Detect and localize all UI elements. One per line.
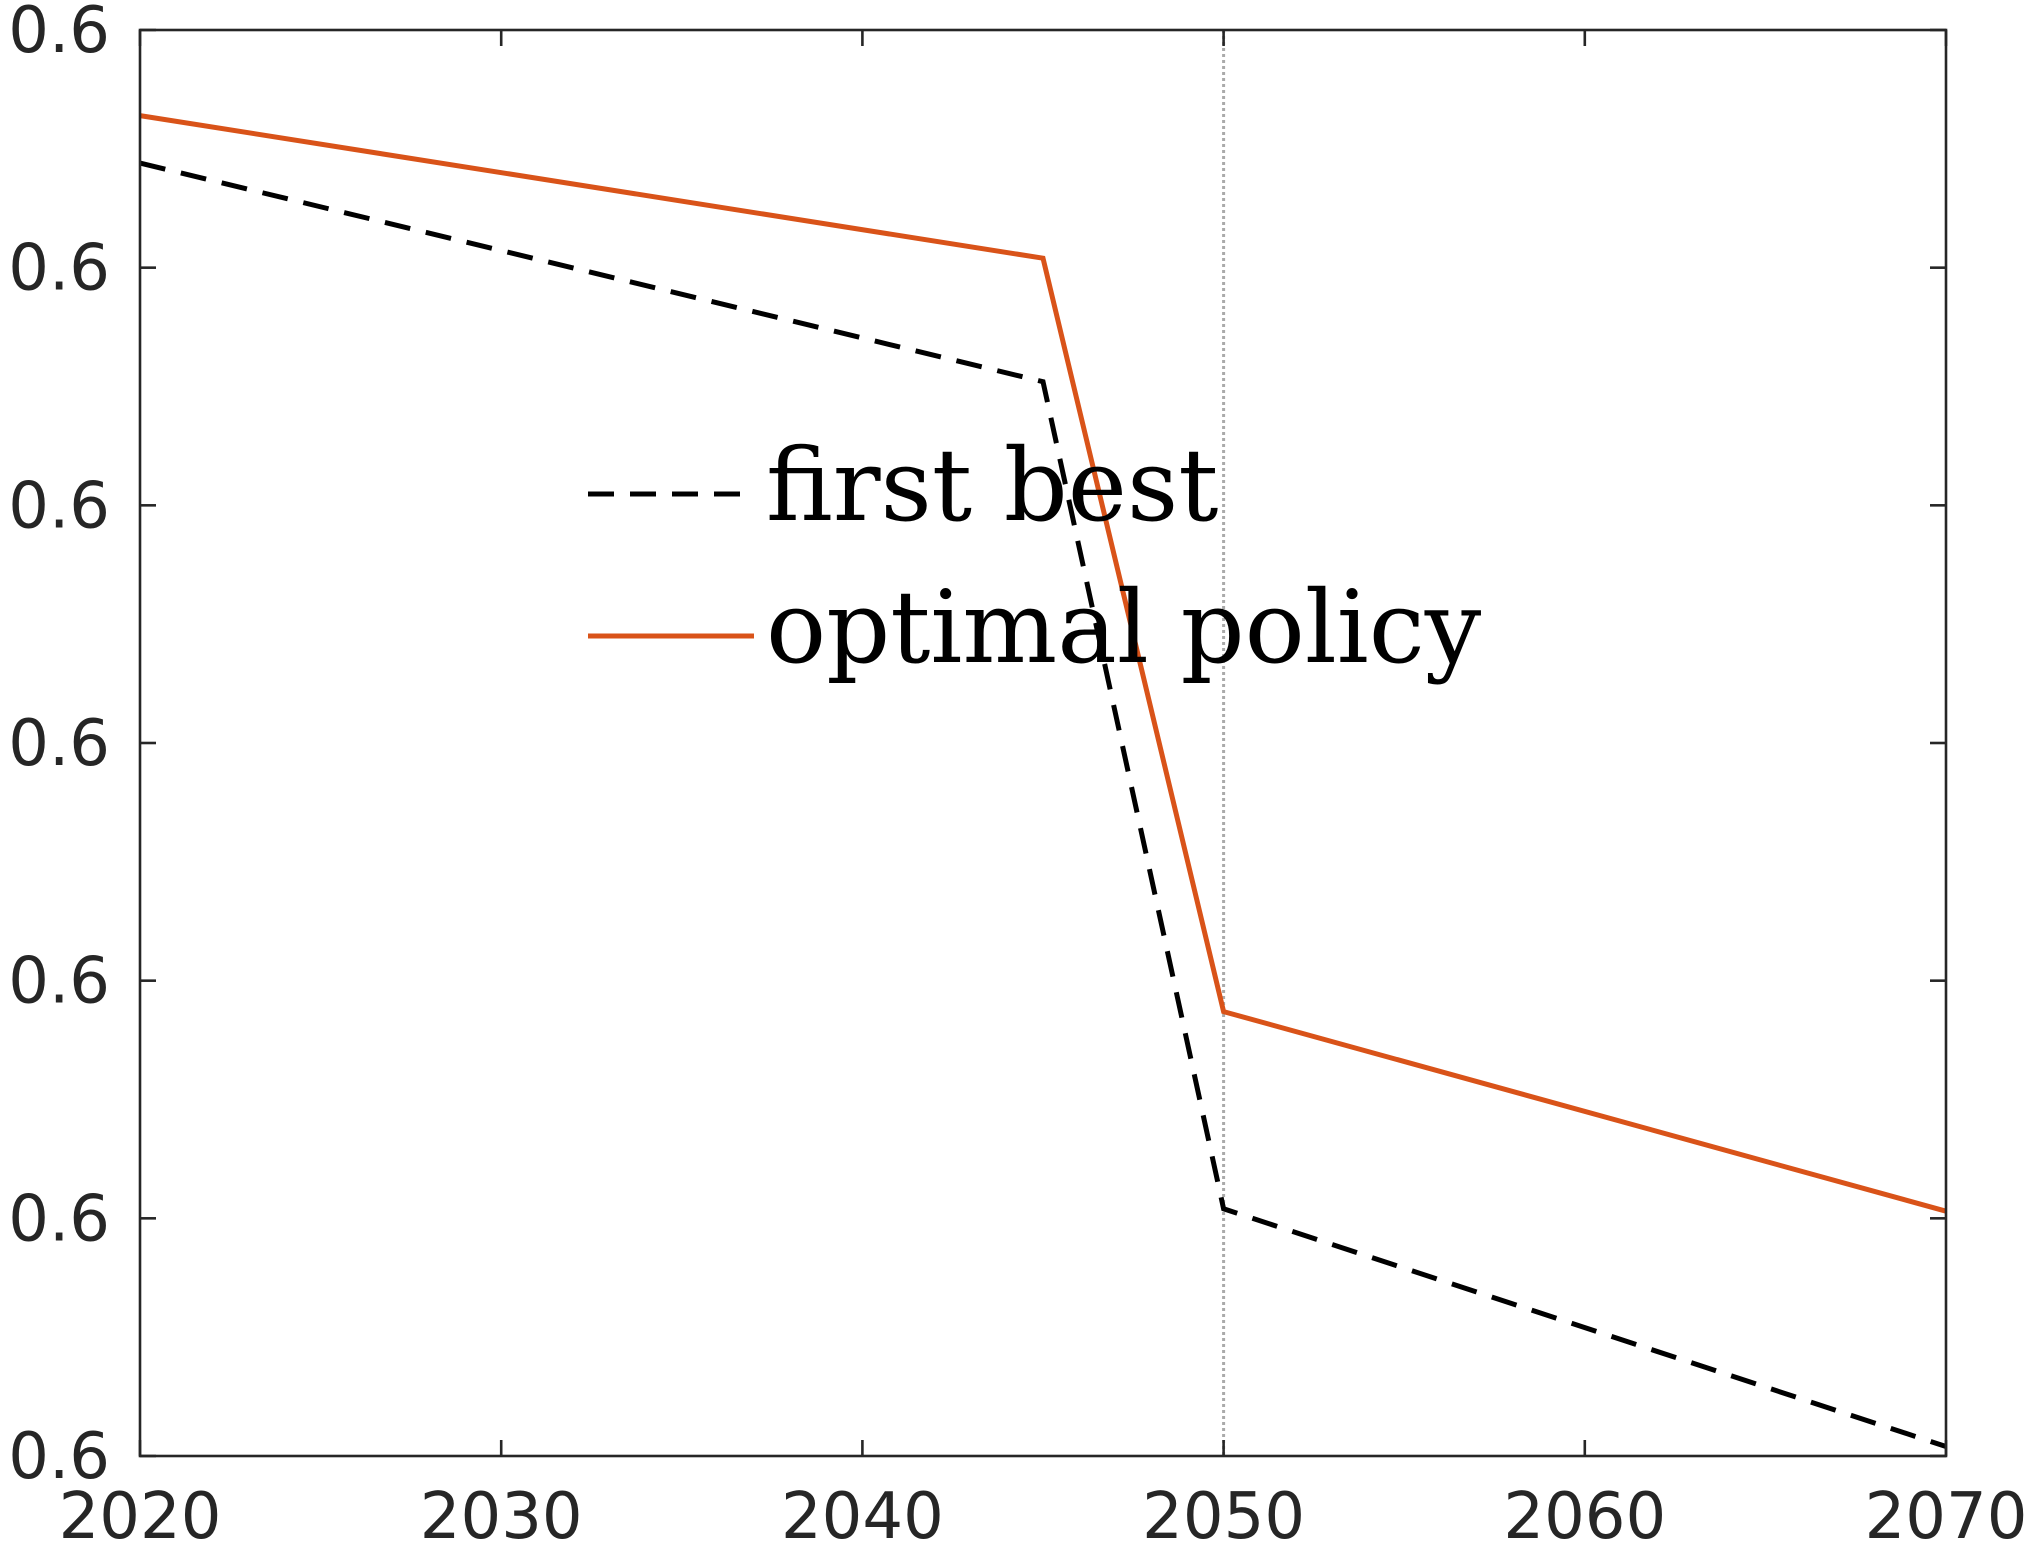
axes-box (138, 28, 1948, 1458)
x-tick-label: 2070 (1865, 1480, 2028, 1554)
tick-labels-layer: 2020 2030 2040 2050 2060 2070 0.6 0.6 0.6 0.6 0.6 0… (8, 0, 2027, 1554)
y-tick-label: 0.6 (8, 469, 110, 543)
y-tick-label: 0.6 (8, 945, 110, 1019)
legend-label-first-best: first best (766, 427, 1219, 544)
x-tick-label: 2040 (781, 1480, 944, 1554)
ticks-layer (138, 28, 1948, 1458)
y-tick-label: 0.6 (8, 232, 110, 306)
y-tick-label: 0.6 (8, 1420, 110, 1494)
legend-label-optimal-policy: optimal policy (766, 569, 1482, 686)
x-tick-label: 2020 (59, 1480, 222, 1554)
x-tick-label: 2030 (420, 1480, 583, 1554)
legend: first best optimal policy (588, 427, 1482, 686)
series-line-first-best (139, 160, 1947, 1449)
series-line-optimal-policy (139, 113, 1947, 1214)
y-tick-label: 0.6 (8, 1182, 110, 1256)
y-tick-label: 0.6 (8, 0, 110, 68)
y-tick-label: 0.6 (8, 707, 110, 781)
x-tick-label: 2050 (1142, 1480, 1305, 1554)
x-tick-label: 2060 (1503, 1480, 1666, 1554)
series-layer (139, 113, 1947, 1449)
